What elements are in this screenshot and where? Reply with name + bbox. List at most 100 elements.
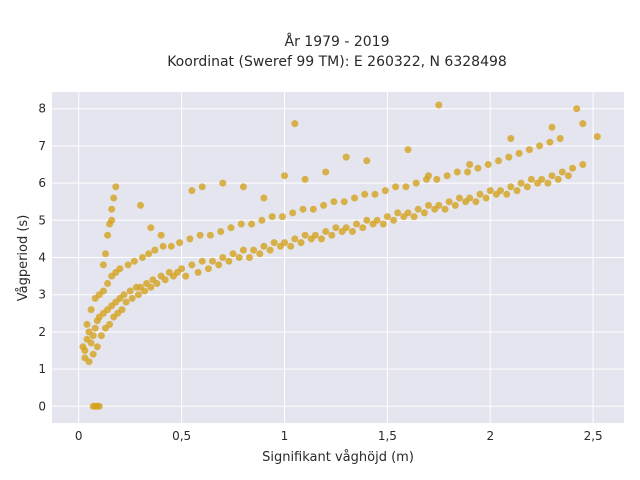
scatter-point <box>351 194 358 202</box>
scatter-point <box>474 164 482 172</box>
scatter-point <box>99 287 107 295</box>
y-tick-label: 6 <box>38 176 46 190</box>
scatter-point <box>87 339 95 347</box>
scatter-point <box>495 157 502 165</box>
scatter-point <box>425 201 432 209</box>
scatter-point <box>361 190 369 198</box>
scatter-point <box>206 231 214 239</box>
x-tick-label: 1,5 <box>378 429 397 443</box>
scatter-point <box>198 183 206 191</box>
scatter-point <box>209 257 216 265</box>
scatter-point <box>476 190 484 198</box>
scatter-point <box>322 168 330 176</box>
scatter-point <box>484 161 492 168</box>
scatter-point <box>451 201 459 209</box>
scatter-point <box>266 246 274 254</box>
x-axis-label: Signifikant våghöjd (m) <box>262 450 414 465</box>
scatter-point <box>260 194 268 202</box>
scatter-point <box>348 228 356 235</box>
scatter-point <box>548 172 556 180</box>
scatter-point <box>513 187 521 195</box>
y-tick-label: 7 <box>38 139 46 153</box>
scatter-point <box>139 254 146 261</box>
scatter-point <box>93 343 101 351</box>
scatter-point <box>278 213 286 221</box>
scatter-point <box>507 135 515 142</box>
scatter-point <box>554 175 562 183</box>
scatter-point <box>256 250 264 258</box>
scatter-point <box>153 280 161 287</box>
y-tick-label: 3 <box>38 288 46 302</box>
scatter-point <box>176 239 184 247</box>
scatter-point <box>188 261 196 269</box>
scatter-point <box>130 257 138 265</box>
scatter-point <box>102 250 109 258</box>
scatter-point <box>363 216 371 224</box>
scatter-point <box>328 231 336 239</box>
scatter-point <box>564 172 572 180</box>
scatter-point <box>482 194 490 202</box>
scatter-point <box>371 190 379 198</box>
scatter-point <box>464 168 472 176</box>
scatter-point <box>472 198 480 206</box>
scatter-point <box>188 187 196 195</box>
scatter-point <box>579 120 587 128</box>
scatter-point <box>420 209 428 217</box>
y-axis-ticks: 0 1 2 3 4 5 6 7 8 <box>38 102 46 414</box>
scatter-point <box>258 216 266 224</box>
gridlines <box>52 92 624 423</box>
scatter-point <box>412 179 420 187</box>
x-tick-label: 0 <box>75 429 83 443</box>
scatter-point <box>402 183 410 191</box>
scatter-point <box>204 265 212 273</box>
chart-title-line1: År 1979 - 2019 <box>285 33 390 50</box>
scatter-point <box>198 257 206 265</box>
x-tick-label: 2 <box>486 429 494 443</box>
scatter-point <box>579 161 587 168</box>
y-tick-label: 5 <box>38 213 46 227</box>
scatter-point <box>215 261 223 269</box>
scatter-point <box>433 175 441 183</box>
scatter-point <box>404 146 412 154</box>
scatter-point <box>104 280 112 287</box>
scatter-point <box>157 231 165 239</box>
scatter-point <box>167 242 175 250</box>
scatter-point <box>359 224 367 232</box>
scatter-point <box>297 239 305 247</box>
scatter-point <box>134 291 142 299</box>
scatter-point <box>593 133 601 141</box>
scatter-point <box>99 261 107 269</box>
scatter-point <box>445 198 453 206</box>
scatter-point <box>248 220 256 228</box>
scatter-point <box>558 168 566 176</box>
scatter-point <box>462 198 470 206</box>
scatter-point <box>301 231 309 239</box>
scatter-point <box>89 350 97 358</box>
y-tick-label: 1 <box>38 362 46 376</box>
scatter-point <box>544 179 552 187</box>
scatter-point <box>239 183 247 191</box>
scatter-point <box>291 120 299 128</box>
scatter-point <box>410 213 418 221</box>
y-tick-label: 4 <box>38 251 46 265</box>
scatter-point <box>381 187 389 195</box>
scatter-point <box>507 183 515 191</box>
scatter-point <box>301 175 309 183</box>
scatter-point <box>225 257 233 265</box>
scatter-point <box>353 220 360 228</box>
scatter-point <box>363 157 371 165</box>
scatter-point <box>523 183 531 191</box>
scatter-point <box>536 142 544 150</box>
scatter-point <box>281 172 288 180</box>
scatter-point <box>276 242 284 250</box>
scatter-point <box>369 220 377 228</box>
scatter-point <box>178 265 186 273</box>
y-tick-label: 2 <box>38 325 46 339</box>
scatter-point <box>85 358 93 366</box>
scatter-point <box>112 183 120 191</box>
scatter-point <box>466 161 474 168</box>
scatter-point <box>525 146 533 154</box>
scatter-point <box>91 324 99 332</box>
scatter-point <box>227 224 235 232</box>
